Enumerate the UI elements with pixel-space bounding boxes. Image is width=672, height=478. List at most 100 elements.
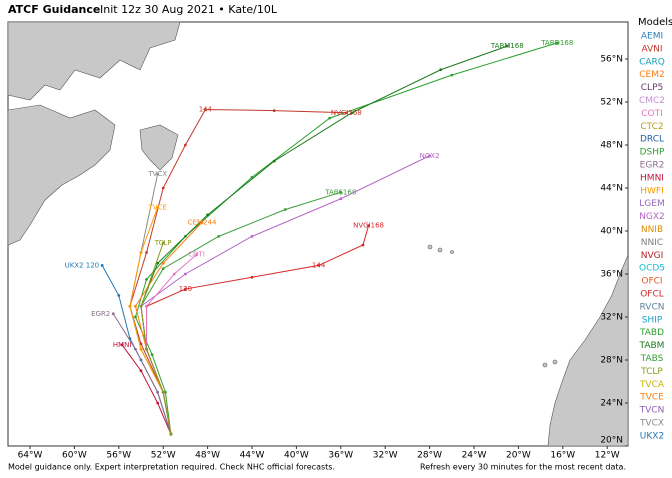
track-point bbox=[200, 221, 204, 224]
lat-tick-label: 44°N bbox=[600, 184, 623, 194]
legend-item: EGR2 bbox=[640, 161, 665, 171]
legend-item: CMC2 bbox=[639, 96, 665, 106]
track-point bbox=[450, 73, 454, 77]
track-point bbox=[217, 234, 221, 238]
track-point bbox=[156, 261, 160, 265]
track-label: TVCE bbox=[147, 203, 166, 211]
footer-right: Refresh every 30 minutes for the most re… bbox=[420, 463, 626, 472]
track-point bbox=[439, 68, 443, 72]
track-point bbox=[134, 315, 137, 319]
track-point bbox=[139, 369, 143, 373]
subtitle: Init 12z 30 Aug 2021 • Kate/10L bbox=[100, 3, 278, 16]
legend-item: OFCI bbox=[641, 277, 662, 287]
lat-tick-label: 52°N bbox=[600, 98, 623, 108]
legend-item: COTI bbox=[641, 109, 663, 119]
legend-item: TABS bbox=[640, 354, 664, 364]
lon-tick-label: 52°W bbox=[151, 451, 176, 461]
lon-tick-label: 32°W bbox=[373, 451, 398, 461]
track-point bbox=[428, 154, 431, 158]
lon-tick-label: 20°W bbox=[506, 451, 531, 461]
legend-item: TVCX bbox=[639, 419, 664, 429]
track-point bbox=[111, 312, 115, 316]
legend-item: CARQ bbox=[639, 57, 665, 67]
track-point bbox=[145, 277, 148, 281]
legend-item: TVCA bbox=[639, 380, 665, 390]
track-point bbox=[184, 287, 187, 291]
track-point bbox=[339, 190, 343, 194]
track-point bbox=[134, 304, 137, 308]
track-point bbox=[120, 343, 124, 347]
track-point bbox=[361, 243, 365, 247]
legend-item: CTC2 bbox=[640, 122, 663, 132]
lat-tick-label: 36°N bbox=[600, 270, 623, 280]
island bbox=[542, 362, 548, 368]
lat-tick-label: 20°N bbox=[600, 436, 623, 446]
legend-item: LGEM bbox=[639, 199, 664, 209]
track-point bbox=[161, 267, 165, 271]
track-point bbox=[100, 264, 104, 267]
track-point bbox=[250, 275, 254, 279]
legend-item: TVCN bbox=[639, 406, 665, 416]
legend-item: AVNI bbox=[641, 44, 662, 54]
track-point bbox=[161, 186, 165, 190]
legend-item: CLP5 bbox=[641, 83, 663, 93]
lon-tick-label: 12°W bbox=[595, 451, 620, 461]
track-point bbox=[128, 304, 132, 308]
island bbox=[437, 247, 443, 253]
track-point bbox=[203, 108, 207, 111]
track-label: EGR2 bbox=[91, 310, 110, 318]
track-point bbox=[150, 353, 154, 357]
track-line bbox=[134, 42, 558, 435]
tracks: TABD168 TABM168 144 NVGI168 TABS168 120 144 NVG… bbox=[65, 39, 573, 436]
lon-tick-label: 60°W bbox=[62, 451, 87, 461]
track-point bbox=[272, 159, 276, 163]
track-point bbox=[184, 272, 187, 276]
track-point bbox=[350, 111, 354, 115]
lat-tick-label: 40°N bbox=[600, 227, 623, 237]
track-point bbox=[250, 234, 254, 238]
track-label: TCLP bbox=[154, 239, 172, 247]
legend-item: UKX2 bbox=[640, 431, 664, 441]
track-point bbox=[555, 41, 559, 45]
legend-item: OCD5 bbox=[639, 264, 665, 274]
track-label: 144 bbox=[312, 261, 326, 269]
lon-tick-label: 56°W bbox=[106, 451, 131, 461]
track-point bbox=[139, 347, 143, 351]
track-point bbox=[156, 205, 160, 209]
track-point bbox=[145, 347, 148, 351]
track-point bbox=[272, 109, 276, 112]
island bbox=[450, 250, 454, 254]
legend-item: OFCL bbox=[640, 290, 664, 300]
title: ATCF Guidance bbox=[8, 3, 100, 16]
legend-item: HWFI bbox=[640, 186, 664, 196]
legend: AEMI AVNI CARQ CEM2 CLP5 CMC2 COTI CTC2 DRCL DSHP… bbox=[639, 32, 665, 442]
track-label: 120 bbox=[179, 285, 192, 293]
track-point bbox=[169, 432, 173, 436]
legend-item: NGX2 bbox=[639, 212, 665, 222]
land-africa bbox=[547, 254, 629, 447]
legend-title: Models bbox=[638, 17, 672, 28]
legend-item: RVCN bbox=[640, 302, 665, 312]
track-label: 144 bbox=[199, 106, 213, 114]
legend-item: DRCL bbox=[640, 135, 664, 145]
footer-left: Model guidance only. Expert interpretati… bbox=[8, 463, 335, 472]
legend-item: TABD bbox=[639, 328, 664, 338]
track-point bbox=[139, 251, 143, 254]
track-label: NGX2 bbox=[420, 152, 440, 160]
lon-tick-label: 28°W bbox=[417, 451, 442, 461]
legend-item: DSHP bbox=[640, 148, 665, 158]
track-point bbox=[164, 390, 167, 394]
lat-tick-label: 32°N bbox=[600, 313, 623, 323]
track-line bbox=[121, 344, 172, 435]
legend-item: NVGI bbox=[641, 251, 664, 261]
legend-item: CEM2 bbox=[639, 70, 664, 80]
track-point bbox=[134, 347, 137, 351]
track-label: TVCX bbox=[147, 170, 167, 178]
track-point bbox=[161, 241, 165, 245]
lat-tick-label: 24°N bbox=[600, 399, 623, 409]
legend-item: TVCE bbox=[639, 393, 664, 403]
legend-item: NNIC bbox=[641, 238, 663, 248]
lon-tick-label: 40°W bbox=[284, 451, 309, 461]
